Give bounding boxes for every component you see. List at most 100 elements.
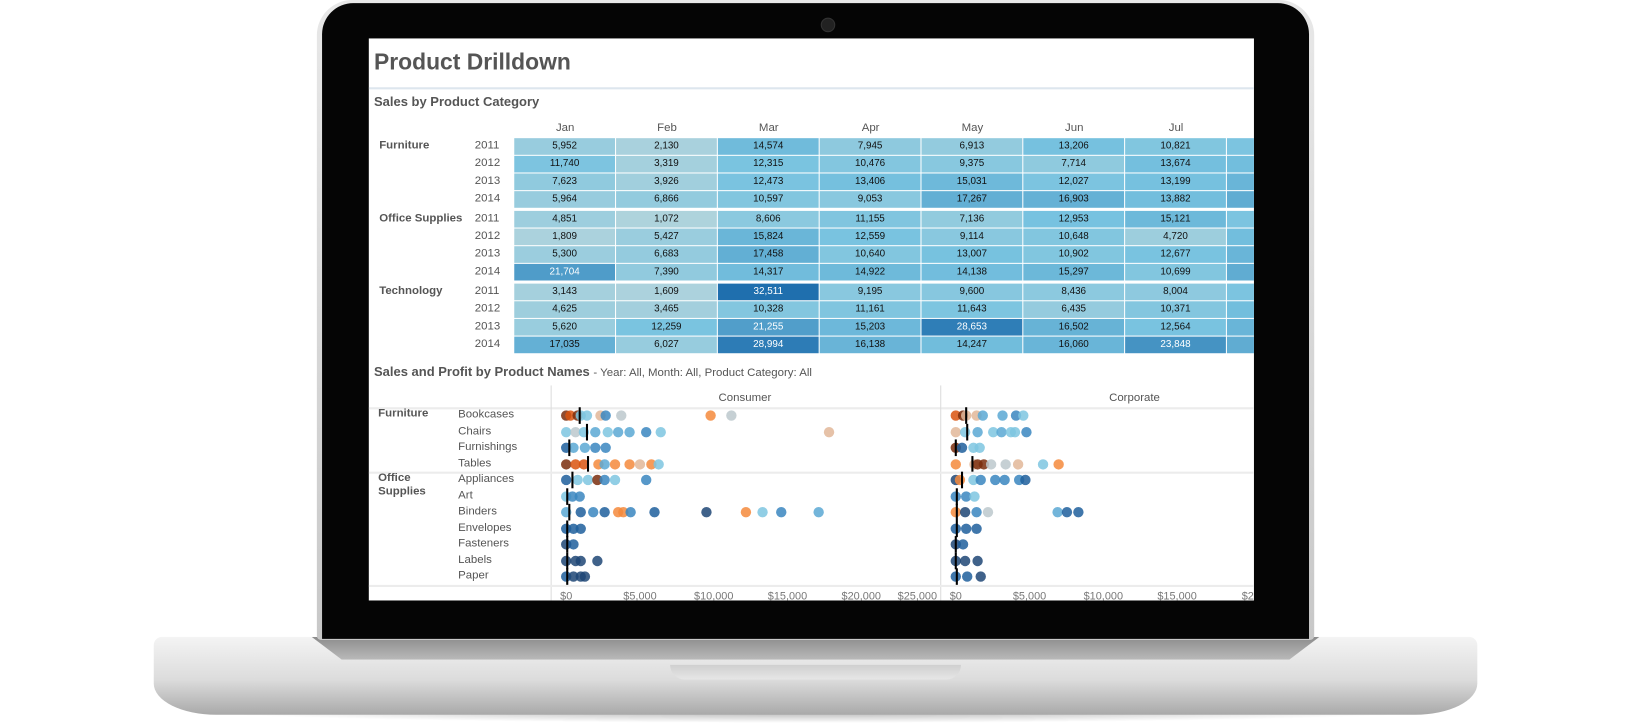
heatmap-cell[interactable]: 13,206 [1023, 138, 1125, 155]
heatmap-cell[interactable]: 9,375 [921, 155, 1023, 173]
heatmap-cell[interactable]: 13,882 [1125, 191, 1226, 208]
data-point[interactable] [600, 410, 612, 421]
data-point[interactable] [960, 490, 972, 502]
data-point[interactable] [561, 523, 572, 534]
heatmap-cell[interactable]: 11,740 [514, 155, 616, 173]
product-label[interactable]: Binders [458, 504, 497, 518]
data-point[interactable] [599, 506, 610, 518]
data-point[interactable] [574, 490, 585, 502]
product-label[interactable]: Tables [458, 456, 492, 470]
data-point[interactable] [580, 571, 591, 582]
product-label[interactable]: Furnishings [458, 440, 518, 453]
data-point[interactable] [653, 458, 665, 470]
data-point[interactable] [599, 474, 610, 486]
heatmap-cell[interactable]: 6,913 [921, 138, 1023, 155]
data-point[interactable] [959, 555, 970, 566]
heatmap-cell[interactable]: 10,902 [1023, 246, 1125, 263]
data-point[interactable] [561, 539, 572, 550]
data-point[interactable] [969, 490, 981, 502]
data-point[interactable] [999, 474, 1010, 486]
data-point[interactable] [575, 523, 587, 534]
data-point[interactable] [957, 539, 969, 550]
heatmap-cell[interactable]: 8,606 [717, 210, 819, 228]
data-point[interactable] [646, 458, 657, 470]
heatmap-cell[interactable]: 9,195 [819, 283, 921, 301]
data-point[interactable] [1061, 506, 1072, 518]
heatmap-cell[interactable]: 12,473 [717, 173, 819, 191]
heatmap-cell[interactable]: 23,848 [1125, 336, 1226, 354]
data-point[interactable] [575, 410, 587, 421]
heatmap-cell[interactable]: 3,465 [616, 301, 717, 318]
heatmap-cell[interactable]: 8,004 [1125, 283, 1226, 301]
data-point[interactable] [561, 458, 572, 470]
heatmap-cell[interactable]: 5,964 [514, 191, 616, 208]
heatmap-cell[interactable]: 15,297 [1023, 263, 1125, 281]
data-point[interactable] [615, 410, 626, 421]
data-point[interactable] [955, 474, 966, 486]
heatmap-cell[interactable]: 7,390 [616, 263, 717, 281]
heatmap-cell[interactable]: 12,677 [1125, 246, 1226, 263]
heatmap-cell[interactable]: 4,625 [514, 301, 616, 318]
product-label[interactable]: Envelopes [458, 521, 512, 534]
data-point[interactable] [1000, 458, 1012, 470]
data-point[interactable] [1009, 426, 1020, 437]
data-point[interactable] [950, 490, 961, 502]
data-point[interactable] [971, 506, 982, 518]
heatmap-cell[interactable]: 11,155 [819, 210, 921, 228]
data-point[interactable] [971, 410, 982, 421]
data-point[interactable] [565, 410, 576, 421]
heatmap-cell[interactable]: 16,502 [1023, 318, 1125, 336]
data-point[interactable] [593, 458, 604, 470]
heatmap-cell[interactable]: 11,161 [819, 301, 921, 318]
heatmap-cell[interactable]: 9,600 [921, 283, 1023, 301]
data-point[interactable] [968, 442, 979, 453]
data-point[interactable] [590, 426, 601, 437]
heatmap-cell[interactable]: 6,866 [616, 191, 717, 208]
product-label[interactable]: Appliances [458, 472, 515, 486]
data-point[interactable] [823, 426, 834, 437]
heatmap-cell[interactable]: 14,138 [921, 263, 1023, 281]
data-point[interactable] [776, 506, 787, 518]
heatmap-cell[interactable]: 17,458 [717, 246, 819, 263]
data-point[interactable] [649, 506, 660, 518]
data-point[interactable] [972, 458, 984, 470]
product-label[interactable]: Paper [458, 569, 489, 582]
heatmap-cell[interactable]: 13,674 [1125, 155, 1226, 173]
data-point[interactable] [985, 458, 997, 470]
heatmap-cell[interactable]: 5,952 [514, 138, 616, 155]
data-point[interactable] [561, 555, 572, 566]
heatmap-cell[interactable]: 14,317 [717, 263, 819, 281]
heatmap-cell[interactable]: 13,406 [819, 173, 921, 191]
heatmap-cell[interactable]: 1,072 [616, 210, 717, 228]
data-point[interactable] [569, 555, 581, 566]
heatmap-cell[interactable]: 15,824 [717, 228, 819, 246]
heatmap-cell[interactable]: 17,267 [921, 191, 1023, 208]
heatmap-cell[interactable]: 16,138 [819, 336, 921, 354]
data-point[interactable] [950, 571, 961, 582]
data-point[interactable] [561, 426, 572, 437]
data-point[interactable] [959, 506, 970, 518]
heatmap-cell[interactable]: 5,620 [514, 318, 616, 336]
data-point[interactable] [975, 571, 987, 582]
heatmap-cell[interactable]: 3,319 [616, 155, 717, 173]
heatmap-cell[interactable]: 10,640 [819, 246, 921, 263]
data-point[interactable] [634, 458, 646, 470]
data-point[interactable] [594, 410, 606, 421]
data-point[interactable] [575, 506, 587, 518]
data-point[interactable] [1019, 474, 1031, 486]
data-point[interactable] [609, 458, 621, 470]
product-label[interactable]: Art [458, 488, 473, 502]
product-label[interactable]: Labels [458, 553, 492, 566]
data-point[interactable] [950, 458, 961, 470]
data-point[interactable] [568, 442, 579, 453]
data-point[interactable] [618, 506, 629, 518]
data-point[interactable] [568, 539, 579, 550]
heatmap-cell[interactable]: 10,699 [1125, 263, 1226, 281]
data-point[interactable] [740, 506, 752, 518]
data-point[interactable] [561, 571, 572, 582]
data-point[interactable] [972, 426, 984, 437]
heatmap-cell[interactable]: 10,597 [717, 191, 819, 208]
data-point[interactable] [960, 523, 972, 534]
data-point[interactable] [1037, 458, 1049, 470]
heatmap-cell[interactable]: 13,199 [1125, 173, 1226, 191]
